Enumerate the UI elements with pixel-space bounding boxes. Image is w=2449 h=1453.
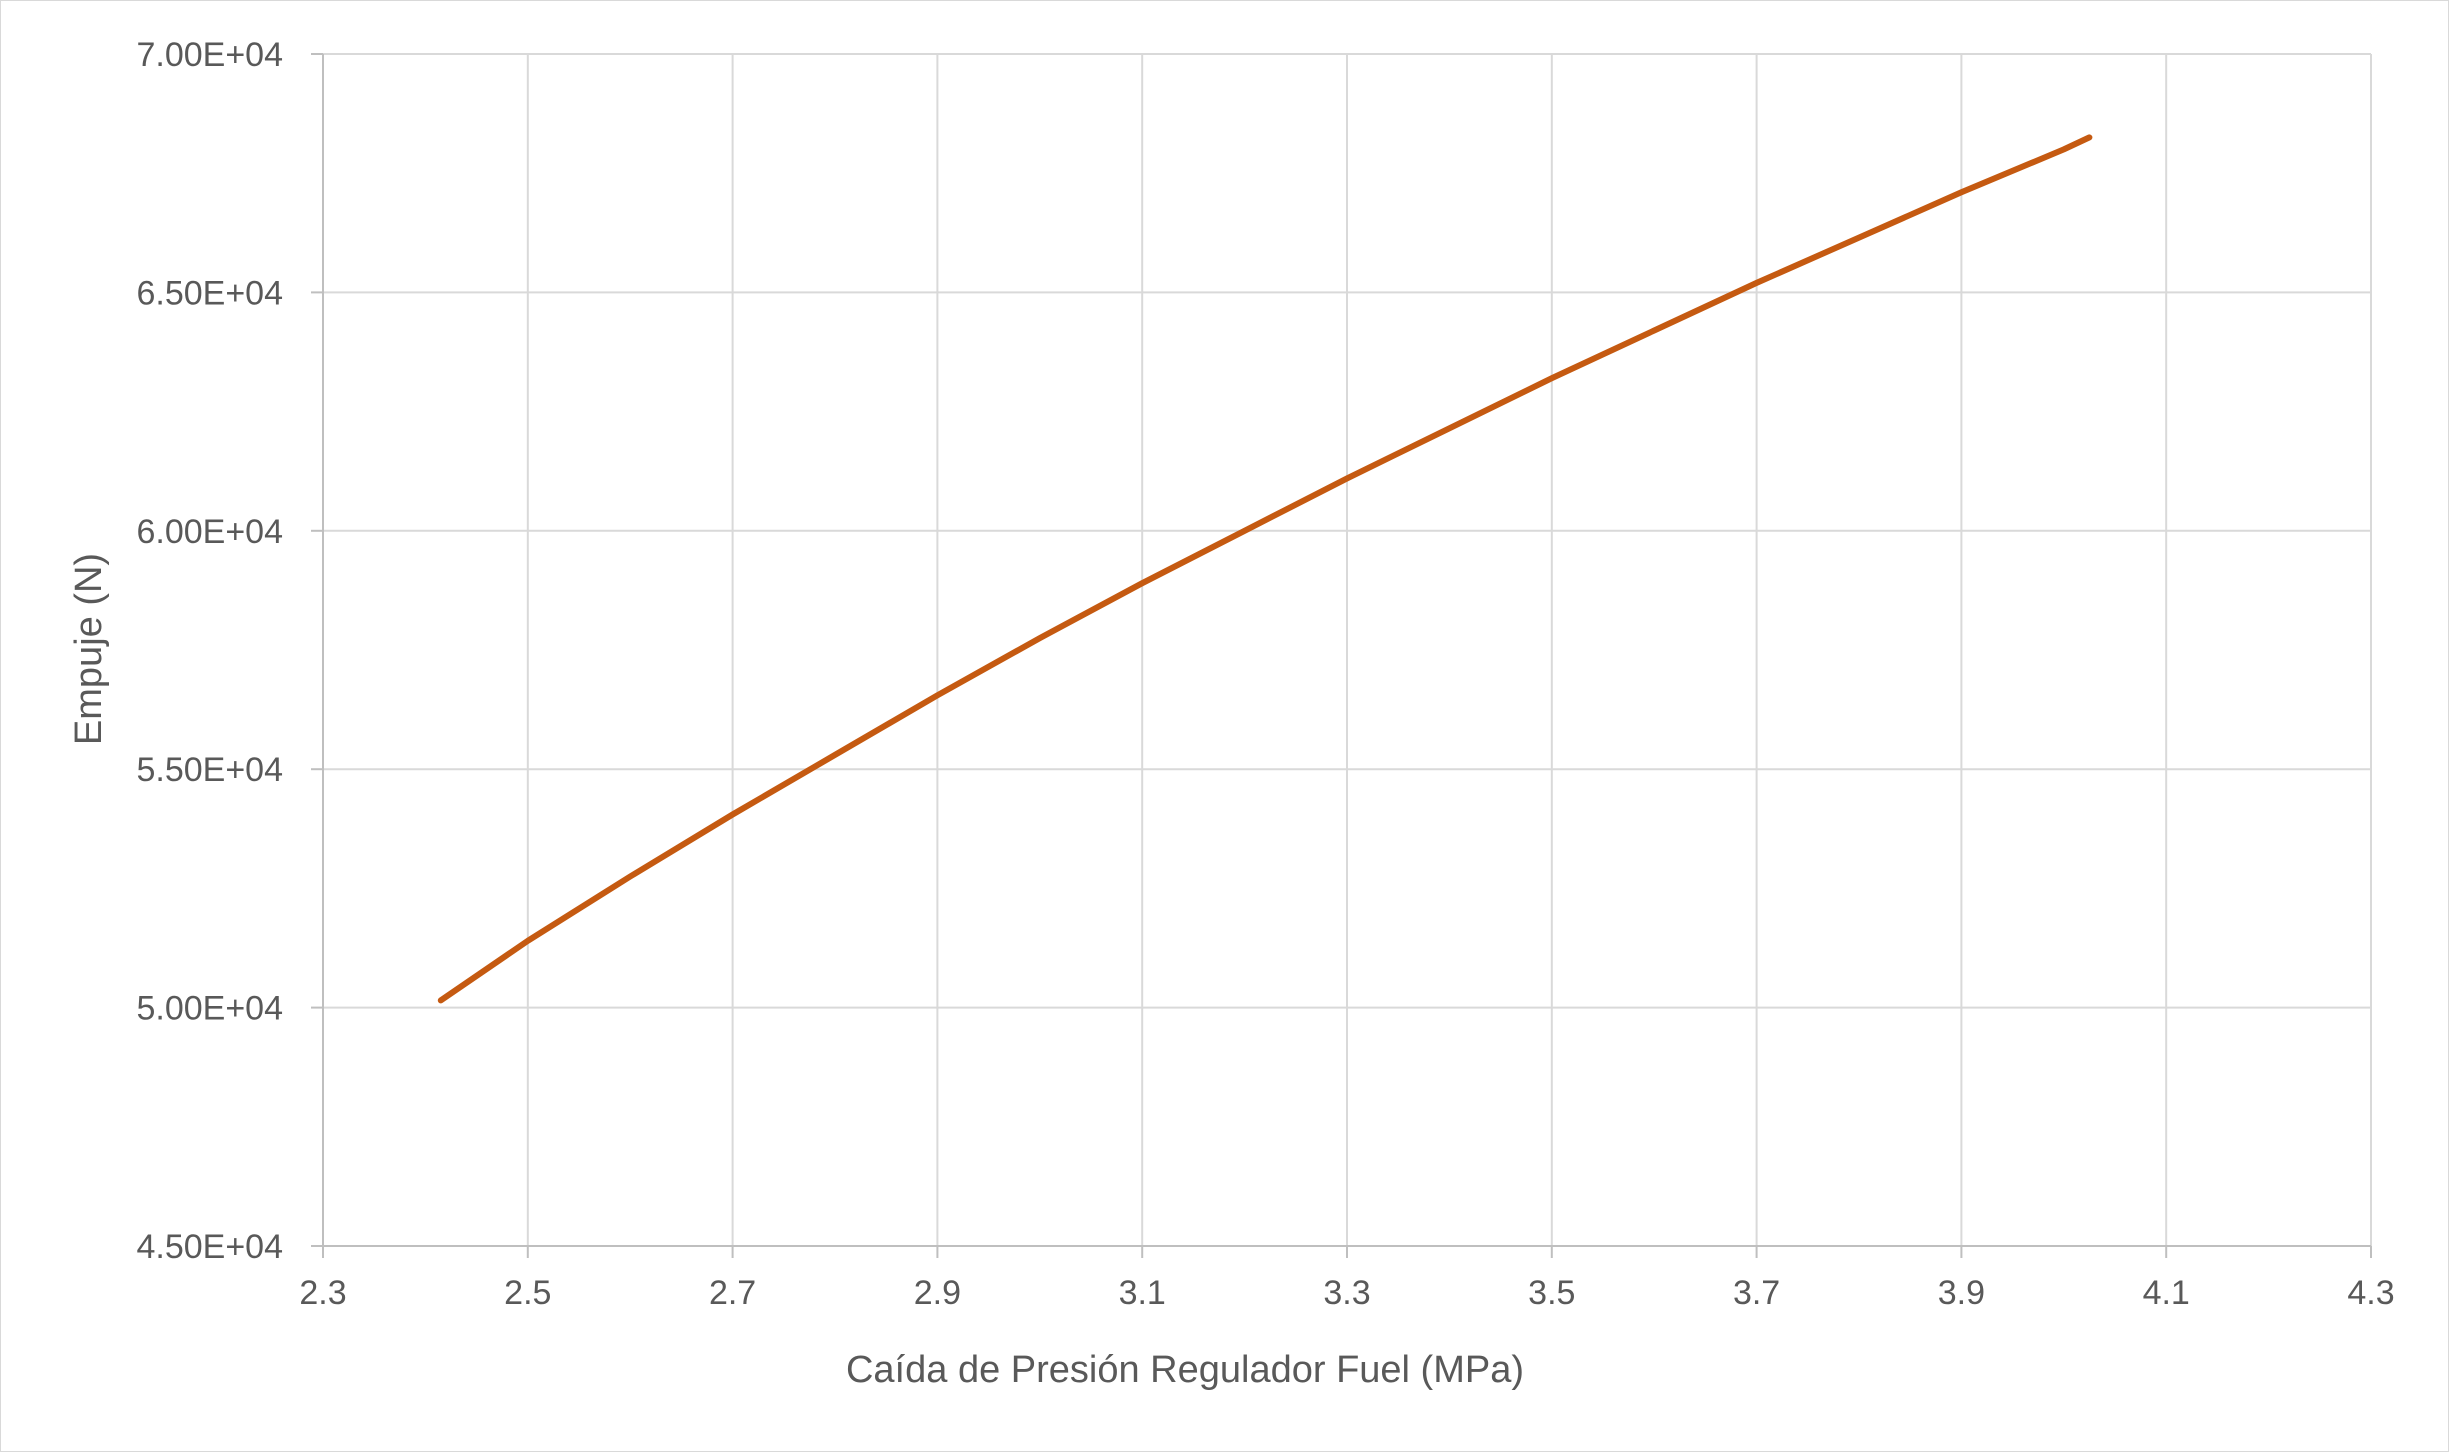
series-line [437,134,2093,1004]
label-layer: 4.50E+04 5.00E+04 5.50E+04 6.00E+04 6.50E+04… [136,36,2394,1312]
x-tick-label: 2.7 [709,1274,756,1312]
x-tick-label: 4.1 [2143,1274,2190,1312]
x-axis-title: Caída de Presión Regulador Fuel (MPa) [846,1349,1524,1391]
x-tick-label: 3.7 [1733,1274,1780,1312]
x-tick-label: 3.5 [1528,1274,1575,1312]
y-axis-title: Empuje (N) [68,553,110,745]
series-layer [437,134,2093,1004]
y-tick-label: 5.50E+04 [136,751,283,789]
y-tick-label: 4.50E+04 [136,1228,283,1266]
x-tick-label: 2.5 [504,1274,551,1312]
x-tick-label: 3.3 [1323,1274,1370,1312]
y-tick-label: 6.00E+04 [136,513,283,551]
x-tick-label: 2.3 [299,1274,346,1312]
grid-layer [323,53,2372,1246]
x-tick-label: 3.9 [1938,1274,1985,1312]
y-tick-label: 7.00E+04 [136,36,283,74]
x-tick-label: 3.1 [1119,1274,1166,1312]
axis-layer [311,53,2372,1258]
y-tick-label: 6.50E+04 [136,274,283,312]
x-tick-label: 4.3 [2347,1274,2394,1312]
x-tick-label: 2.9 [914,1274,961,1312]
y-tick-label: 5.00E+04 [136,990,283,1028]
